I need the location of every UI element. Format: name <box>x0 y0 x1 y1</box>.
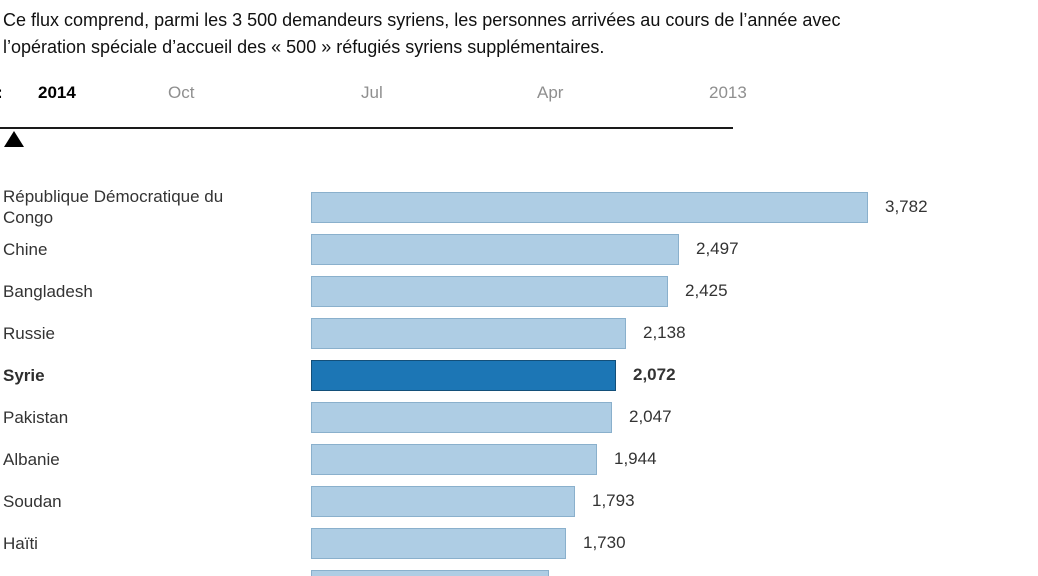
timeline-slider: : 2014 Oct Jul Apr 2013 <box>0 80 1038 150</box>
bar-value: 1,793 <box>592 491 635 510</box>
bar-value: 2,138 <box>643 323 686 342</box>
bar[interactable] <box>311 191 868 223</box>
bar[interactable] <box>311 527 566 559</box>
bar-value: 1,730 <box>583 533 626 552</box>
bar-area: 1,944 <box>311 443 1038 475</box>
bar[interactable] <box>311 485 575 517</box>
bar[interactable] <box>311 569 549 576</box>
chart-row: Syrie 2,072 <box>0 354 1038 396</box>
bar-area: 1,730 <box>311 527 1038 559</box>
country-label: Russie <box>3 323 55 343</box>
bar[interactable] <box>311 317 626 349</box>
intro-text: Ce flux comprend, parmi les 3 500 demand… <box>3 10 841 57</box>
timeline-current-year-label: 2014 <box>38 83 76 102</box>
bar[interactable] <box>311 359 616 391</box>
chart-row: République Démocratique du Congo 3,782 <box>0 186 1038 228</box>
chart-row: Haïti 1,730 <box>0 522 1038 564</box>
bar[interactable] <box>311 275 668 307</box>
chart-row: Russie 2,138 <box>0 312 1038 354</box>
timeline-slider-handle-icon[interactable] <box>4 131 24 147</box>
country-label: Syrie <box>3 365 45 385</box>
timeline-tick-apr: Apr <box>537 83 564 102</box>
bar-value: 1,944 <box>614 449 657 468</box>
bar[interactable] <box>311 401 612 433</box>
country-label: République Démocratique du Congo <box>3 187 224 227</box>
chart-row <box>0 564 1038 576</box>
chart-row: Soudan 1,793 <box>0 480 1038 522</box>
bar-area <box>311 569 1038 576</box>
timeline-tick-oct: Oct <box>168 83 195 102</box>
country-label: Soudan <box>3 491 62 511</box>
country-label: Chine <box>3 239 48 259</box>
bar-area: 3,782 <box>311 191 1038 223</box>
chart-row: Bangladesh 2,425 <box>0 270 1038 312</box>
bar-area: 1,793 <box>311 485 1038 517</box>
bar-chart: République Démocratique du Congo 3,782 C… <box>0 186 1038 576</box>
bar-area: 2,497 <box>311 233 1038 265</box>
country-label: Albanie <box>3 449 60 469</box>
timeline-tick-2013: 2013 <box>709 83 747 102</box>
country-label: Pakistan <box>3 407 69 427</box>
bar[interactable] <box>311 443 597 475</box>
bar-area: 2,072 <box>311 359 1038 391</box>
bar-value: 2,072 <box>633 365 676 384</box>
timeline-axis-line[interactable] <box>0 127 733 129</box>
chart-row: Albanie 1,944 <box>0 438 1038 480</box>
timeline-tick-jul: Jul <box>361 83 383 102</box>
country-label: Bangladesh <box>3 281 93 301</box>
bar-area: 2,425 <box>311 275 1038 307</box>
chart-row: Chine 2,497 <box>0 228 1038 270</box>
country-label: Haïti <box>3 533 38 553</box>
bar[interactable] <box>311 233 679 265</box>
bar-value: 2,497 <box>696 239 739 258</box>
chart-row: Pakistan 2,047 <box>0 396 1038 438</box>
timeline-partial-label: : <box>0 83 3 103</box>
bar-value: 2,047 <box>629 407 672 426</box>
bar-value: 2,425 <box>685 281 728 300</box>
bar-area: 2,138 <box>311 317 1038 349</box>
bar-area: 2,047 <box>311 401 1038 433</box>
bar-value: 3,782 <box>885 197 928 216</box>
